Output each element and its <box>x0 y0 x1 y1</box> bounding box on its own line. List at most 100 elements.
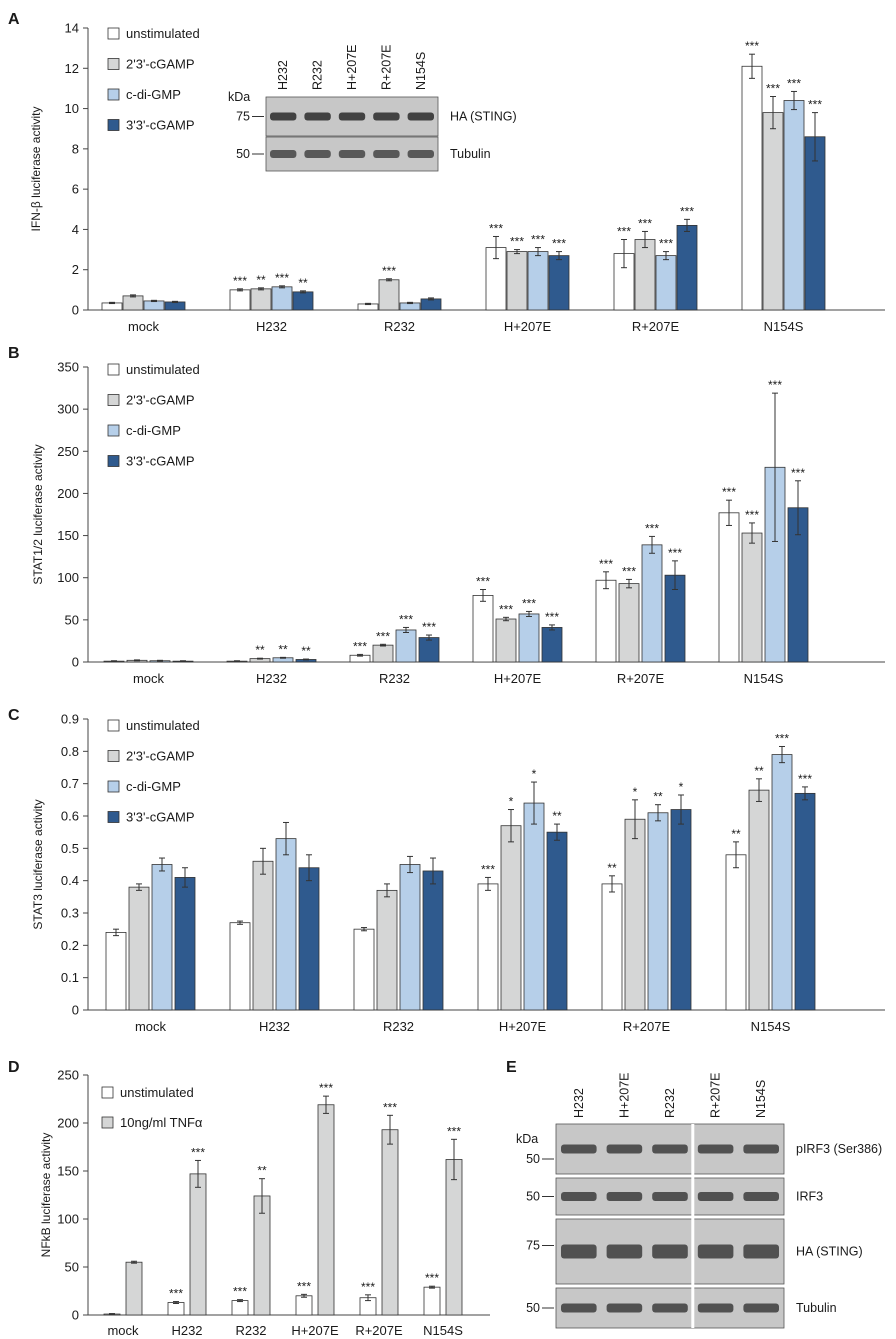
legend-c: unstimulated 2'3'-cGAMP c-di-GMP 3'3'-cGAMP <box>107 718 200 825</box>
blot-band <box>606 1244 643 1259</box>
significance-label: ** <box>278 642 288 656</box>
legend-swatch <box>101 1086 114 1099</box>
legend-label: 3'3'-cGAMP <box>126 810 195 825</box>
bar-c-s0-c4 <box>601 883 623 1011</box>
significance-label: ** <box>257 1164 267 1178</box>
legend-b: unstimulated 2'3'-cGAMP c-di-GMP 3'3'-cGAMP <box>107 362 200 469</box>
x-category-label: mock <box>107 1323 139 1338</box>
legend-swatch <box>107 455 120 467</box>
bar-d-s0-c5 <box>423 1286 441 1316</box>
x-category-label: R232 <box>235 1323 266 1338</box>
legend-label: 10ng/ml TNFα <box>120 1115 203 1130</box>
blot-band <box>270 112 297 121</box>
y-tick-label: 100 <box>57 570 79 585</box>
bar-c-s0-c1 <box>229 922 251 1011</box>
x-category-label: H+207E <box>291 1323 339 1338</box>
significance-label: *** <box>297 1279 311 1293</box>
x-category-label: R232 <box>379 671 410 686</box>
legend-swatch <box>107 719 120 732</box>
blot-band <box>743 1303 779 1313</box>
y-tick-label: 0.5 <box>61 841 79 856</box>
blot-row-label: IRF3 <box>796 1190 823 1204</box>
significance-label: ** <box>298 276 308 290</box>
legend-label: c-di-GMP <box>126 423 181 438</box>
significance-label: *** <box>638 216 652 230</box>
western-blot-a: H232 R232 H+207E R+207E N154S kDa 75 HA (STING)… <box>228 44 517 172</box>
blot-band <box>270 150 297 158</box>
bar-a-s2-c5 <box>783 100 805 311</box>
blot-band <box>652 1303 688 1313</box>
significance-label: *** <box>622 564 636 578</box>
chart-panel-d: D 0 50 100 150 200 250 NFkB luciferase activity… <box>8 1059 490 1338</box>
blot-band <box>373 150 400 158</box>
x-category-label: mock <box>128 319 160 334</box>
blot-band <box>304 150 331 158</box>
bar-b-s1-c5 <box>741 532 763 663</box>
significance-label: *** <box>766 81 780 95</box>
significance-label: *** <box>617 225 631 239</box>
bar-c-s0-c3 <box>477 883 499 1011</box>
bar-c-s3-c2 <box>422 870 444 1011</box>
significance-label: *** <box>798 772 812 786</box>
significance-label: *** <box>275 271 289 285</box>
blot-band <box>743 1192 779 1201</box>
bar-c-s2-c2 <box>399 864 421 1011</box>
bar-d-s0-c3 <box>295 1295 313 1316</box>
y-tick-label: 0 <box>72 655 79 670</box>
significance-label: *** <box>476 575 490 589</box>
x-category-label: H+207E <box>494 671 542 686</box>
y-tick-label: 200 <box>57 486 79 501</box>
y-tick-label: 6 <box>72 182 79 197</box>
blot-band <box>743 1244 779 1259</box>
bar-c-s3-c0 <box>174 877 196 1011</box>
significance-label: * <box>509 795 514 809</box>
y-tick-label: 12 <box>65 61 79 76</box>
significance-label: *** <box>447 1124 461 1138</box>
bar-c-s3-c1 <box>298 867 320 1011</box>
x-category-label: R+207E <box>623 1019 671 1034</box>
y-tick-label: 50 <box>65 1260 79 1275</box>
legend-swatch <box>107 811 120 823</box>
significance-label: * <box>532 767 537 781</box>
blot-lane-label: H232 <box>572 1088 586 1118</box>
blot-mw-label: 50 <box>526 1152 540 1166</box>
bar-a-s3-c4 <box>676 224 698 311</box>
legend-swatch <box>107 88 120 101</box>
x-category-label: H232 <box>256 671 287 686</box>
bar-b-s3-c2 <box>418 637 440 663</box>
legend-swatch <box>107 363 120 376</box>
blot-band <box>561 1192 597 1201</box>
blot-mw-label: 50 <box>526 1301 540 1315</box>
y-tick-label: 200 <box>57 1116 79 1131</box>
blot-band <box>697 1144 734 1154</box>
legend-swatch <box>107 750 120 762</box>
y-tick-label: 0.2 <box>61 938 79 953</box>
significance-label: *** <box>361 1280 375 1294</box>
significance-label: ** <box>301 644 311 658</box>
legend-swatch <box>107 119 120 131</box>
chart-panel-c: C 0 0.1 0.2 0.3 0.4 0.5 0.6 0.7 0.8 0.9 STAT3 lucif… <box>8 707 885 1034</box>
y-tick-label: 0.8 <box>61 744 79 759</box>
blot-band <box>606 1303 643 1313</box>
y-tick-label: 0 <box>72 1308 79 1323</box>
legend-label: 2'3'-cGAMP <box>126 393 195 408</box>
bar-c-s1-c2 <box>376 889 398 1011</box>
significance-label: *** <box>489 221 503 235</box>
blot-lane-label: H+207E <box>617 1072 631 1118</box>
significance-label: *** <box>169 1287 183 1301</box>
blot-band <box>338 150 366 158</box>
panel-letter: D <box>8 1059 20 1076</box>
panel-letter: E <box>506 1059 517 1076</box>
x-category-label: R+207E <box>355 1323 403 1338</box>
bar-d-s0-c2 <box>231 1300 249 1316</box>
legend-label: unstimulated <box>120 1085 194 1100</box>
x-category-label: N154S <box>744 671 784 686</box>
x-category-label: R+207E <box>617 671 665 686</box>
blot-band <box>652 1244 688 1259</box>
x-category-label: N154S <box>751 1019 791 1034</box>
bar-c-s0-c0 <box>105 932 127 1011</box>
bar-a-s1-c2 <box>378 279 400 311</box>
chart-panel-a: A 0 2 4 6 8 10 12 14 IFN-β luciferase activity moc… <box>8 11 885 334</box>
y-tick-label: 100 <box>57 1212 79 1227</box>
